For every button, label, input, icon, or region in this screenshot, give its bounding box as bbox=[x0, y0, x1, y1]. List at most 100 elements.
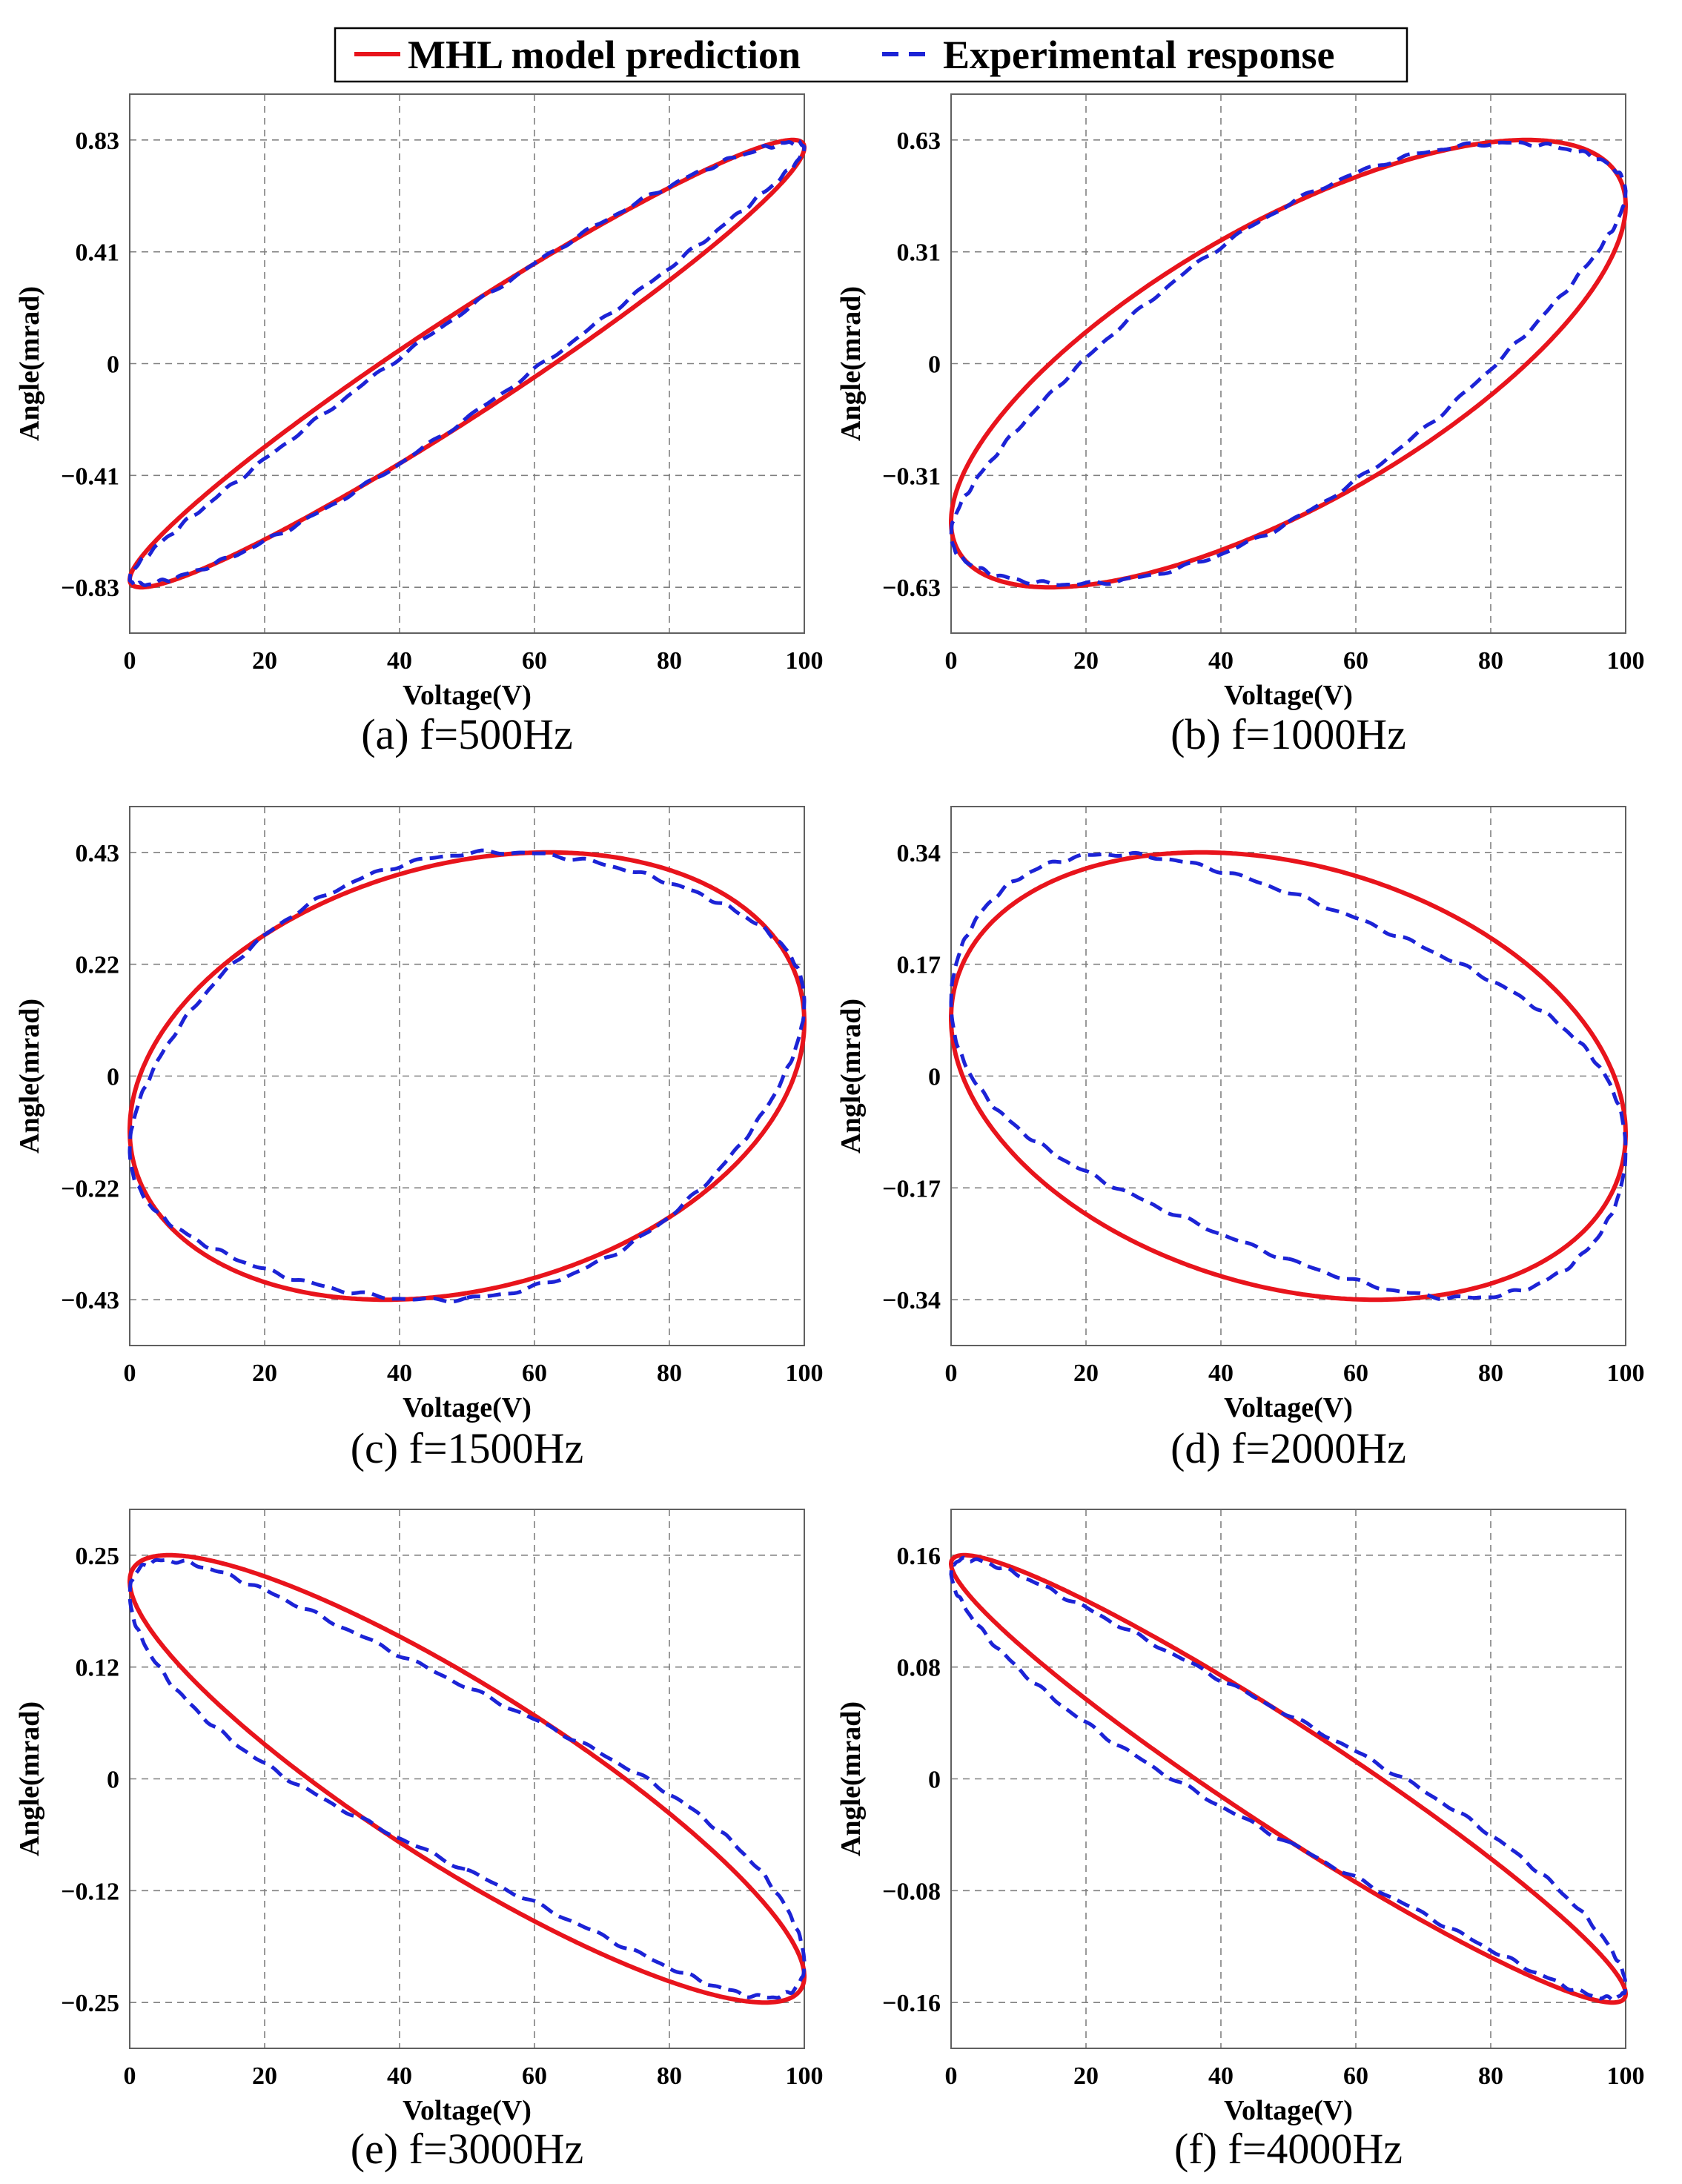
y-tick-label: 0 bbox=[107, 1767, 119, 1794]
panel-3: 0 20 40 60 80 100 0.43 0.22 0 −0.22 −0.43 Voltage(V… bbox=[14, 806, 824, 1472]
y-tick-label: 0.63 bbox=[897, 128, 941, 155]
x-tick-label: 20 bbox=[252, 1360, 277, 1387]
y-tick-label: 0.16 bbox=[897, 1543, 941, 1570]
plot-frame bbox=[129, 1509, 805, 2049]
y-axis-label: Angle(mrad) bbox=[835, 999, 867, 1154]
model-prediction-curve bbox=[128, 137, 807, 590]
x-tick-label: 60 bbox=[522, 2062, 547, 2090]
y-tick-label: −0.12 bbox=[61, 1878, 119, 1905]
x-tick-label: 40 bbox=[1208, 2062, 1234, 2090]
x-tick-label: 0 bbox=[124, 647, 136, 675]
x-tick-label: 60 bbox=[522, 647, 547, 675]
x-tick-label: 100 bbox=[1607, 647, 1645, 675]
panel-caption: (d) f=2000Hz bbox=[1171, 1424, 1406, 1472]
panel-6: 0 20 40 60 80 100 0.16 0.08 0 −0.08 −0.16 Voltage(V… bbox=[835, 1509, 1645, 2173]
x-axis-label: Voltage(V) bbox=[1224, 2095, 1353, 2126]
x-tick-label: 0 bbox=[124, 2062, 136, 2090]
panel-4: 0 20 40 60 80 100 0.34 0.17 0 −0.17 −0.34 Voltage(V… bbox=[835, 806, 1645, 1472]
y-axis-label: Angle(mrad) bbox=[835, 1701, 867, 1856]
y-tick-label: 0.08 bbox=[897, 1655, 941, 1682]
plot-frame bbox=[950, 1509, 1626, 2049]
x-tick-label: 80 bbox=[1478, 647, 1503, 675]
x-tick-label: 0 bbox=[124, 1360, 136, 1387]
x-tick-label: 40 bbox=[387, 647, 412, 675]
experimental-response-curve bbox=[949, 1555, 1628, 2002]
y-tick-label: −0.16 bbox=[882, 1990, 941, 2017]
legend-box bbox=[334, 27, 1408, 83]
x-tick-label: 20 bbox=[1073, 2062, 1099, 2090]
y-tick-label: −0.34 bbox=[882, 1287, 941, 1314]
x-axis-label: Voltage(V) bbox=[403, 1392, 532, 1423]
model-prediction-curve bbox=[128, 850, 807, 1303]
y-tick-label: 0.25 bbox=[76, 1543, 120, 1570]
panel-caption: (b) f=1000Hz bbox=[1171, 710, 1406, 758]
x-tick-label: 0 bbox=[945, 647, 958, 675]
legend: MHL model prediction Experimental respon… bbox=[334, 27, 1408, 83]
x-axis-label: Voltage(V) bbox=[403, 680, 532, 711]
x-tick-label: 80 bbox=[1478, 1360, 1503, 1387]
y-tick-label: 0.31 bbox=[897, 239, 941, 267]
x-tick-label: 60 bbox=[522, 1360, 547, 1387]
y-tick-label: −0.17 bbox=[882, 1175, 941, 1202]
x-tick-label: 60 bbox=[1343, 647, 1368, 675]
x-tick-label: 80 bbox=[657, 2062, 682, 2090]
y-tick-label: 0.22 bbox=[76, 952, 120, 979]
experimental-response-curve bbox=[128, 848, 807, 1304]
panel-caption: (e) f=3000Hz bbox=[351, 2125, 584, 2173]
x-tick-label: 80 bbox=[657, 1360, 682, 1387]
legend-experiment-label: Experimental response bbox=[943, 33, 1334, 77]
plot-frame bbox=[129, 93, 805, 634]
panel-1: 0 20 40 60 80 100 0.83 0.41 0 −0.41 −0.83 Voltage(V… bbox=[14, 93, 824, 758]
x-tick-label: 40 bbox=[1208, 1360, 1234, 1387]
y-tick-label: 0.43 bbox=[76, 840, 120, 867]
x-tick-label: 100 bbox=[1607, 2062, 1645, 2090]
x-tick-label: 40 bbox=[387, 2062, 412, 2090]
x-axis-label: Voltage(V) bbox=[1224, 680, 1353, 711]
experimental-response-curve bbox=[949, 140, 1628, 587]
panel-caption: (f) f=4000Hz bbox=[1174, 2125, 1403, 2173]
y-tick-label: −0.41 bbox=[61, 463, 119, 490]
plot-frame bbox=[950, 806, 1626, 1346]
y-tick-label: 0.34 bbox=[897, 840, 941, 867]
y-tick-label: −0.22 bbox=[61, 1175, 119, 1202]
y-tick-label: −0.43 bbox=[61, 1287, 119, 1314]
x-tick-label: 100 bbox=[786, 647, 824, 675]
x-tick-label: 60 bbox=[1343, 2062, 1368, 2090]
y-tick-label: −0.25 bbox=[61, 1990, 119, 2017]
x-tick-label: 20 bbox=[252, 647, 277, 675]
y-tick-label: 0 bbox=[928, 351, 941, 379]
y-axis-label: Angle(mrad) bbox=[835, 286, 867, 441]
x-tick-label: 100 bbox=[786, 2062, 824, 2090]
model-prediction-curve bbox=[128, 1552, 807, 2005]
x-tick-label: 40 bbox=[387, 1360, 412, 1387]
y-tick-label: 0.17 bbox=[897, 952, 941, 979]
y-tick-label: −0.31 bbox=[882, 463, 941, 490]
experimental-response-curve bbox=[128, 139, 807, 589]
x-tick-label: 100 bbox=[786, 1360, 824, 1387]
x-tick-label: 20 bbox=[1073, 1360, 1099, 1387]
panel-caption: (c) f=1500Hz bbox=[351, 1424, 584, 1472]
y-tick-label: 0.83 bbox=[76, 128, 120, 155]
x-tick-label: 40 bbox=[1208, 647, 1234, 675]
x-tick-label: 80 bbox=[1478, 2062, 1503, 2090]
panels: 0 20 40 60 80 100 0.83 0.41 0 −0.41 −0.83 Voltage(V… bbox=[14, 93, 1645, 2173]
y-tick-label: −0.83 bbox=[61, 575, 119, 602]
y-tick-label: −0.63 bbox=[882, 575, 941, 602]
plot-frame bbox=[950, 93, 1626, 634]
x-tick-label: 0 bbox=[945, 1360, 958, 1387]
y-tick-label: 0.41 bbox=[76, 239, 120, 267]
panel-caption: (a) f=500Hz bbox=[361, 710, 573, 758]
experimental-response-curve bbox=[128, 1558, 807, 2000]
y-axis-label: Angle(mrad) bbox=[14, 1701, 45, 1856]
legend-model-label: MHL model prediction bbox=[408, 33, 801, 77]
x-tick-label: 0 bbox=[945, 2062, 958, 2090]
x-tick-label: 60 bbox=[1343, 1360, 1368, 1387]
y-tick-label: 0 bbox=[107, 1064, 119, 1091]
y-tick-label: 0 bbox=[928, 1767, 941, 1794]
y-tick-label: −0.08 bbox=[882, 1878, 941, 1905]
y-axis-label: Angle(mrad) bbox=[14, 999, 45, 1154]
y-tick-label: 0.12 bbox=[76, 1655, 120, 1682]
y-tick-label: 0 bbox=[928, 1064, 941, 1091]
experimental-response-curve bbox=[949, 850, 1628, 1302]
